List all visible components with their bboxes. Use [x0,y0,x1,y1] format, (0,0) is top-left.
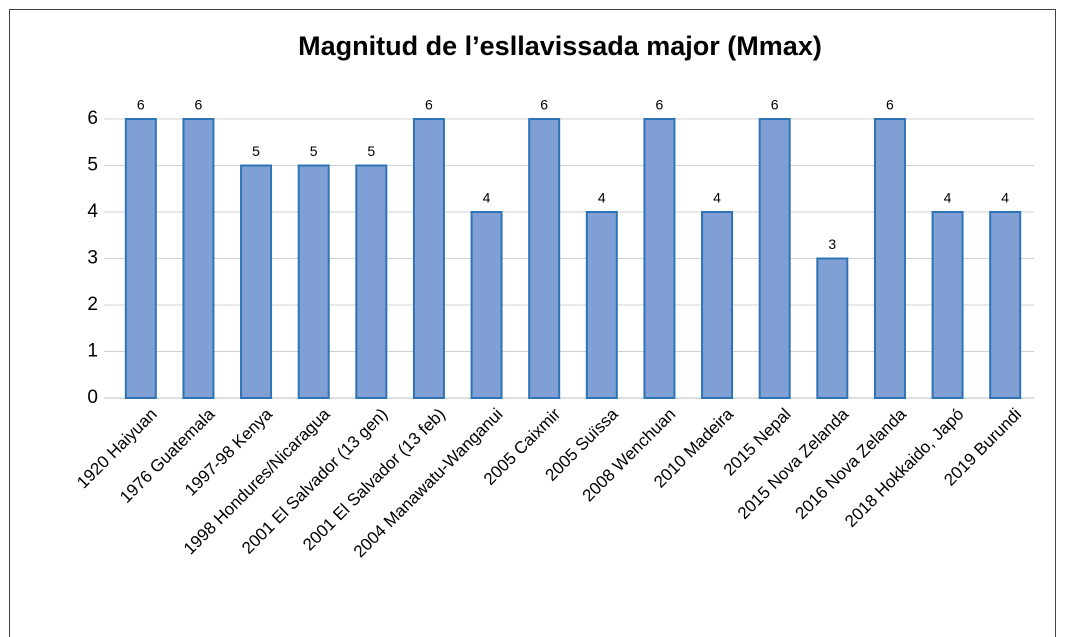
y-tick-label: 1 [87,341,98,362]
y-tick-label: 0 [87,387,98,408]
value-label: 6 [656,97,664,113]
value-label: 4 [713,190,721,206]
bar [931,211,964,399]
y-tick-label: 3 [87,248,98,269]
y-tick-label: 6 [87,108,98,129]
bar [701,211,734,399]
bar [816,257,849,399]
value-label: 6 [425,97,433,113]
value-label: 4 [598,190,606,206]
value-label: 4 [1001,190,1009,206]
value-label: 6 [886,97,894,113]
bar [182,118,215,399]
value-label: 6 [137,97,145,113]
y-tick-label: 4 [87,201,98,222]
bar [297,164,330,399]
bar [470,211,503,399]
value-label: 6 [195,97,203,113]
value-label: 3 [828,236,836,252]
bar [528,118,561,399]
chart-title: Magnitud de l’esllavissada major (Mmax) [298,31,822,61]
value-label: 4 [944,190,952,206]
bar [124,118,157,399]
bar [412,118,445,399]
bar [758,118,791,399]
y-tick-label: 5 [87,155,98,176]
bar [989,211,1022,399]
bar [355,164,388,399]
bar [873,118,906,399]
value-label: 5 [252,143,260,159]
value-label: 6 [540,97,548,113]
value-label: 6 [771,97,779,113]
bar [643,118,676,399]
bar [585,211,618,399]
bar [240,164,273,399]
y-tick-label: 2 [87,294,98,315]
value-label: 5 [367,143,375,159]
value-label: 4 [483,190,491,206]
value-label: 5 [310,143,318,159]
